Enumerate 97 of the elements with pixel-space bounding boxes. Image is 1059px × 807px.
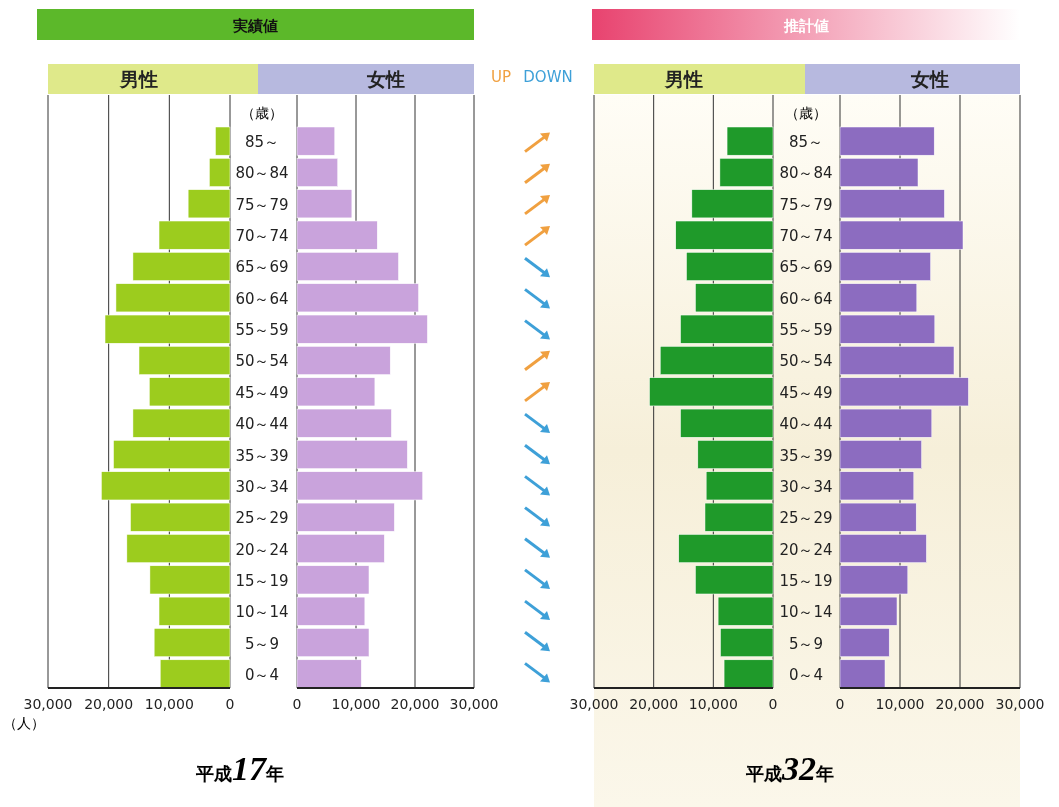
y-tick-label: 65～69 <box>235 258 289 277</box>
bar <box>296 126 336 156</box>
x-tick-label: 10,000 <box>688 696 738 712</box>
y-tick-label: 55～59 <box>235 321 289 340</box>
bar <box>113 440 231 469</box>
y-tick-label: 20～24 <box>235 540 289 559</box>
y-tick-label: 70～74 <box>235 227 289 246</box>
text: 平成32年 <box>745 750 834 787</box>
y-tick-label: 85～ <box>788 133 824 152</box>
bar <box>659 346 774 375</box>
x-tick-label: 0 <box>768 696 778 712</box>
bar <box>839 346 955 375</box>
x-tick-label: 20,000 <box>629 696 679 712</box>
text: UP <box>490 68 512 86</box>
y-tick-label: 10～14 <box>779 603 833 622</box>
bar <box>839 440 922 469</box>
y-tick-label: 75～79 <box>779 195 833 214</box>
text: 平成17年 <box>195 750 284 787</box>
y-tick-label: 0～4 <box>788 665 824 684</box>
bar <box>839 628 890 657</box>
bar <box>153 628 231 657</box>
x-tick-label: 10,000 <box>331 696 381 712</box>
y-tick-label: 65～69 <box>779 258 833 277</box>
y-tick-label: 40～44 <box>235 415 289 434</box>
y-tick-label: 20～24 <box>779 540 833 559</box>
y-tick-label: 70～74 <box>779 227 833 246</box>
x-tick-label: 0 <box>835 696 845 712</box>
bar <box>719 158 774 187</box>
y-tick-label: 15～19 <box>235 571 289 590</box>
text: （人） <box>3 715 45 731</box>
y-tick-label: 45～49 <box>235 383 289 402</box>
y-tick-label: 75～79 <box>235 195 289 214</box>
bar <box>209 158 231 187</box>
bar <box>839 158 919 187</box>
y-tick-label: 25～29 <box>235 509 289 528</box>
bar <box>839 659 886 689</box>
y-tick-label: 40～44 <box>779 415 833 434</box>
bar <box>296 440 408 469</box>
bar <box>296 252 399 281</box>
text: DOWN <box>523 68 573 86</box>
text: （歳） <box>785 105 827 121</box>
y-tick-label: 30～34 <box>779 477 833 496</box>
y-tick-label: 60～64 <box>235 289 289 308</box>
bar <box>723 659 774 689</box>
chart-title: 女性 <box>910 68 949 90</box>
bar <box>296 158 338 187</box>
x-tick-label: 30,000 <box>23 696 73 712</box>
y-tick-label: 35～39 <box>779 446 833 465</box>
bar <box>726 126 774 156</box>
text: 推計値 <box>782 17 829 35</box>
x-tick-label: 0 <box>225 696 235 712</box>
bar <box>132 252 231 281</box>
bar <box>138 346 231 375</box>
bar <box>697 440 774 469</box>
chart-title: 男性 <box>663 68 703 90</box>
y-tick-label: 50～54 <box>779 352 833 371</box>
x-tick-label: 30,000 <box>995 696 1045 712</box>
bar <box>678 534 774 563</box>
bar <box>215 126 231 156</box>
bar <box>839 252 931 281</box>
y-tick-label: 30～34 <box>235 477 289 496</box>
x-tick-label: 20,000 <box>84 696 134 712</box>
bar <box>839 534 927 563</box>
bar <box>296 628 370 657</box>
y-tick-label: 50～54 <box>235 352 289 371</box>
text: （歳） <box>241 105 283 121</box>
chart-title: 男性 <box>119 68 158 90</box>
text: 実績値 <box>231 17 278 35</box>
y-tick-label: 5～9 <box>788 634 824 653</box>
bar <box>296 659 362 689</box>
bar <box>126 534 231 563</box>
x-tick-label: 10,000 <box>144 696 194 712</box>
x-tick-label: 0 <box>292 696 302 712</box>
y-tick-label: 85～ <box>244 133 280 152</box>
bar <box>159 659 231 689</box>
x-tick-label: 10,000 <box>875 696 925 712</box>
bar <box>296 534 385 563</box>
y-tick-label: 60～64 <box>779 289 833 308</box>
bar <box>720 628 774 657</box>
y-tick-label: 10～14 <box>235 603 289 622</box>
x-tick-label: 30,000 <box>449 696 499 712</box>
y-tick-label: 5～9 <box>244 634 280 653</box>
y-tick-label: 80～84 <box>779 164 833 183</box>
x-tick-label: 20,000 <box>935 696 985 712</box>
y-tick-label: 55～59 <box>779 321 833 340</box>
y-tick-label: 25～29 <box>779 509 833 528</box>
chart-title: 女性 <box>365 68 405 90</box>
bar <box>839 126 935 156</box>
x-tick-label: 30,000 <box>569 696 619 712</box>
x-tick-label: 20,000 <box>390 696 440 712</box>
y-tick-label: 80～84 <box>235 164 289 183</box>
y-tick-label: 15～19 <box>779 571 833 590</box>
bar <box>686 252 774 281</box>
y-tick-label: 0～4 <box>244 665 280 684</box>
y-tick-label: 45～49 <box>779 383 833 402</box>
y-tick-label: 35～39 <box>235 446 289 465</box>
bar <box>296 346 391 375</box>
